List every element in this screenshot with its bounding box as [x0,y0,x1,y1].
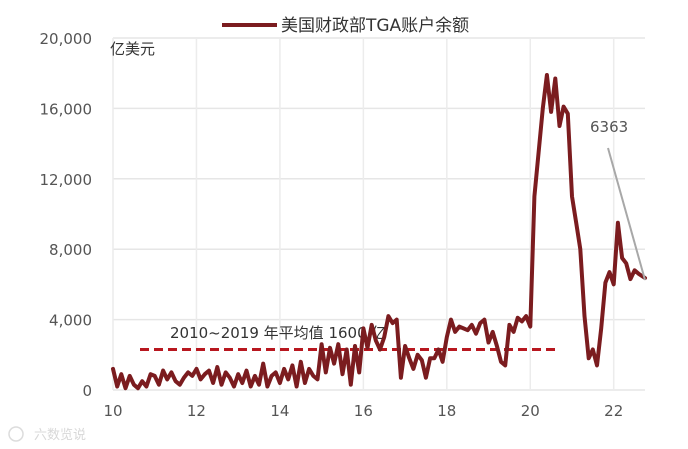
watermark: 六数览说 [8,426,86,443]
x-tick-label: 22 [604,402,623,420]
y-tick-label: 16,000 [40,100,93,118]
y-tick-label: 8,000 [49,241,92,259]
latest-value-leader-line [607,147,646,281]
y-tick-label: 12,000 [40,171,93,189]
x-tick-label: 18 [437,402,456,420]
legend-label: 美国财政部TGA账户余额 [281,16,469,36]
y-axis-ticks: 0 4,000 8,000 12,000 16,000 20,000 [40,30,93,400]
x-tick-label: 12 [187,402,206,420]
legend: 美国财政部TGA账户余额 [222,16,469,36]
unit-label: 亿美元 [110,40,155,58]
grid-lines [112,37,645,391]
y-tick-label: 4,000 [49,312,92,330]
x-tick-label: 14 [270,402,289,420]
watermark-logo-icon [8,426,24,442]
y-tick-label: 20,000 [40,30,93,48]
x-tick-label: 20 [521,402,540,420]
latest-value-label: 6363 [590,118,628,136]
y-tick-label: 0 [82,382,92,400]
x-tick-label: 10 [103,402,122,420]
x-axis-ticks: 10 12 14 16 18 20 22 [103,402,623,420]
watermark-text: 六数览说 [34,427,86,443]
x-tick-label: 16 [354,402,373,420]
average-reference-label: 2010~2019 年平均值 1600 亿 [170,324,386,342]
series-line-tga-balance [111,73,647,391]
